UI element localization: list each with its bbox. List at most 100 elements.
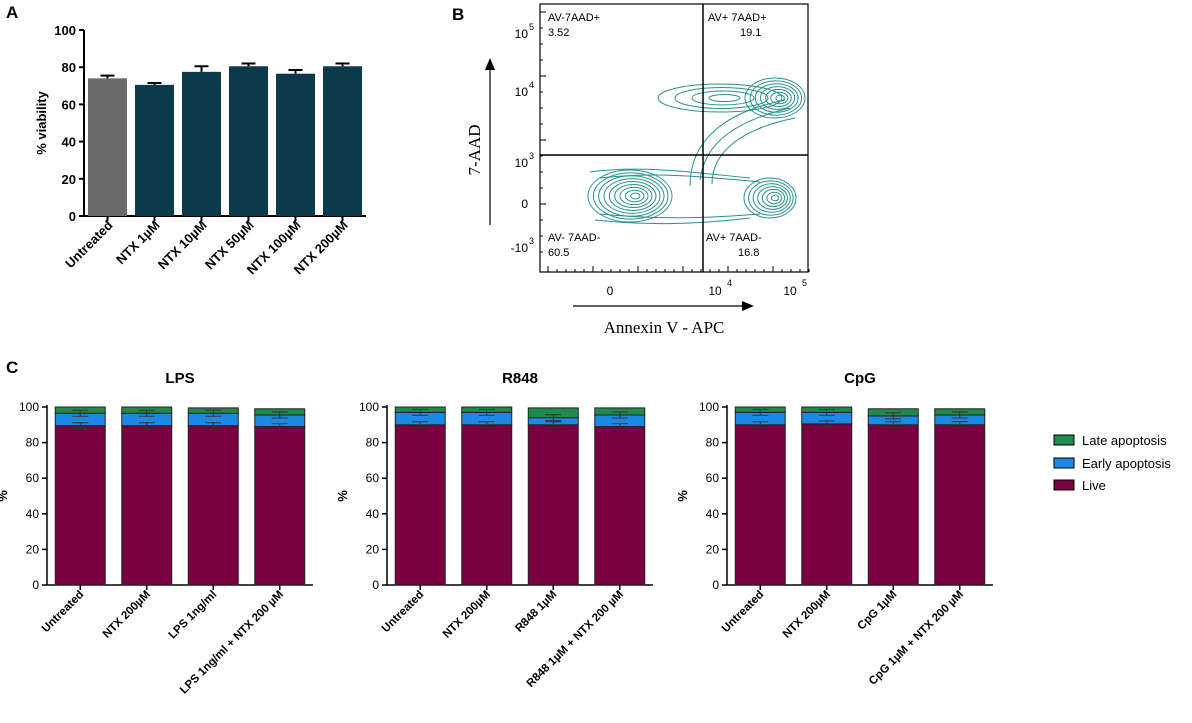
- y-tick-label: -10: [511, 241, 529, 255]
- x-tick-label: Untreated: [380, 589, 426, 635]
- quadrant-name: AV+ 7AAD+: [708, 12, 767, 24]
- stack-segment-live: [734, 424, 786, 586]
- panel-label-b: B: [452, 5, 464, 24]
- bar: [323, 66, 362, 217]
- x-tick-label: 10: [708, 284, 722, 298]
- quadrant-value: 3.52: [548, 27, 569, 39]
- y-tick-label: 60: [706, 471, 720, 485]
- contour-ring: [624, 189, 645, 203]
- contour-ring: [614, 183, 653, 209]
- x-tick-exponent: 5: [802, 278, 807, 288]
- contour-ring: [770, 194, 780, 202]
- y-tick-label: 0: [712, 578, 719, 592]
- contour-band: [599, 174, 761, 219]
- y-tick-exponent: 5: [529, 22, 534, 32]
- contour-band: [589, 168, 751, 225]
- y-tick-label: 10: [515, 156, 529, 170]
- y-axis-label: %: [675, 490, 690, 502]
- x-tick-label: NTX 10µM: [155, 218, 210, 273]
- x-tick-label: NTX 200µM: [101, 589, 153, 641]
- panel-b-flow-contour: AV-7AAD+ 3.52 AV+ 7AAD+ 19.1 AV- 7AAD- 60.5 AV…: [465, 3, 810, 337]
- y-tick-label: 100: [54, 23, 76, 38]
- bar: [182, 71, 221, 216]
- legend-label-live: Live: [1082, 478, 1106, 493]
- legend-label-early: Early apoptosis: [1082, 456, 1171, 471]
- chart-title: LPS: [165, 370, 194, 387]
- y-tick-label: 10: [515, 27, 529, 41]
- x-axis-label: Annexin V - APC: [604, 318, 725, 337]
- stack-segment-live: [934, 424, 986, 586]
- panel-c-r848-chart: R848 0 20 40 60 80 100% Untreated NTX 200µM R848 …: [335, 370, 653, 690]
- y-tick-label: 20: [26, 542, 40, 556]
- y-tick-exponent: 3: [529, 151, 534, 161]
- y-tick-label: 20: [62, 172, 76, 187]
- quadrant-value: 16.8: [738, 247, 759, 259]
- contour-band: [689, 99, 786, 187]
- legend-swatch-early: [1053, 457, 1075, 469]
- stack-segment-live: [594, 426, 646, 586]
- contour-ring: [708, 94, 741, 102]
- y-tick-label: 80: [62, 60, 76, 75]
- stack-segment-live: [254, 426, 306, 586]
- contour-band: [699, 107, 796, 185]
- y-tick-label: 60: [62, 97, 76, 112]
- y-tick-label: 100: [359, 400, 379, 414]
- y-tick-label: 80: [26, 436, 40, 450]
- y-tick-label: 10: [515, 85, 529, 99]
- legend-swatch-live: [1053, 479, 1075, 491]
- contour-ring: [657, 83, 783, 113]
- stack-segment-live: [801, 423, 853, 586]
- stack-segment-live: [187, 425, 239, 586]
- x-tick-label: Untreated: [62, 217, 116, 271]
- x-arrow-head: [742, 301, 754, 311]
- contour-ring: [744, 77, 806, 119]
- bar: [229, 66, 268, 217]
- y-tick-label: 80: [706, 436, 720, 450]
- y-tick-label: 60: [366, 471, 380, 485]
- y-tick-label: 100: [699, 400, 719, 414]
- x-tick-label: CpG 1µM: [855, 589, 899, 633]
- contour-ring: [752, 183, 791, 213]
- y-tick-exponent: 3: [529, 236, 534, 246]
- x-tick-label: Untreated: [40, 589, 86, 635]
- bar: [276, 73, 315, 217]
- stack-segment-live: [394, 424, 446, 586]
- contour-ring: [743, 177, 797, 219]
- y-tick-label: 40: [62, 135, 76, 150]
- legend-label-late: Late apoptosis: [1082, 433, 1167, 448]
- bar: [88, 78, 127, 216]
- y-tick-label: 40: [706, 507, 720, 521]
- contour-ring: [592, 172, 669, 220]
- x-tick-label: LPS 1ng/ml: [167, 589, 220, 642]
- contour-ring: [749, 80, 803, 116]
- contour-ring: [587, 169, 673, 223]
- quadrant-value: 60.5: [548, 247, 569, 259]
- panel-label-a: A: [6, 3, 18, 22]
- x-tick-label: NTX 200µM: [781, 589, 833, 641]
- legend-swatch-late: [1053, 434, 1075, 446]
- quadrant-name: AV-7AAD+: [548, 12, 600, 24]
- contour-ring: [761, 188, 786, 208]
- x-tick-label: NTX 200µM: [441, 589, 493, 641]
- stack-segment-live: [867, 424, 919, 586]
- x-tick-label: Untreated: [720, 589, 766, 635]
- y-tick-label: 80: [366, 436, 380, 450]
- y-tick-label: 0: [372, 578, 379, 592]
- y-tick-label: 20: [366, 542, 380, 556]
- x-tick-label: 0: [607, 284, 614, 298]
- y-axis-label: % viability: [34, 90, 49, 154]
- y-axis-label: %: [335, 490, 350, 502]
- y-tick-exponent: 4: [529, 80, 534, 90]
- quadrant-name: AV- 7AAD-: [548, 232, 601, 244]
- panel-c-cpg-chart: CpG 0 20 40 60 80 100% Untreated NTX 200µM CpG 1µ…: [675, 370, 993, 688]
- contour-lines: [587, 77, 806, 225]
- stack-segment-live: [54, 425, 106, 586]
- quadrant-name: AV+ 7AAD-: [706, 232, 762, 244]
- x-tick-label: R848 1µM: [513, 589, 559, 635]
- y-arrow-head: [485, 58, 495, 70]
- contour-ring: [748, 180, 794, 216]
- chart-title: CpG: [844, 370, 876, 387]
- contour-ring: [674, 87, 769, 109]
- contour-ring: [608, 181, 657, 211]
